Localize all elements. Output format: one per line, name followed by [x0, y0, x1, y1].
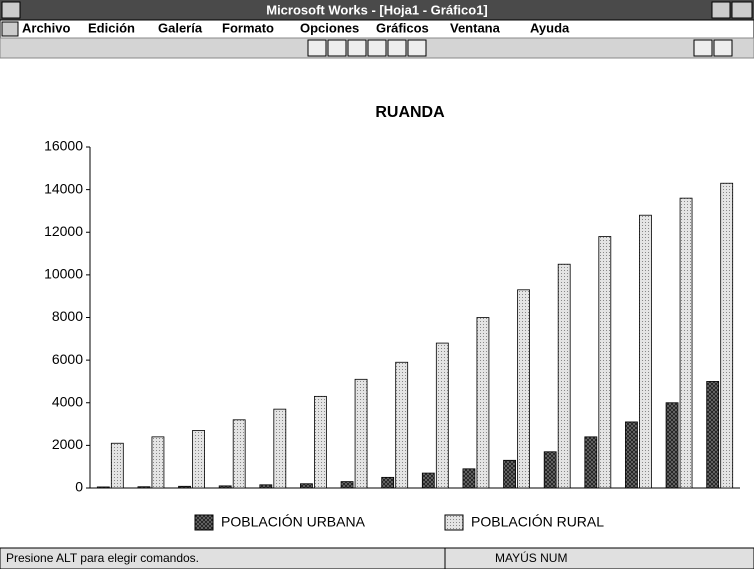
- menu-item[interactable]: Ayuda: [530, 20, 570, 35]
- toolbar-buttons: [307, 39, 733, 57]
- tool-button[interactable]: [693, 39, 713, 57]
- menu-item[interactable]: Edición: [88, 20, 135, 35]
- bar: [314, 395, 327, 489]
- menu-item[interactable]: Galería: [158, 20, 203, 35]
- bar: [137, 486, 151, 489]
- bar: [232, 419, 246, 489]
- bar: [110, 442, 124, 489]
- menu-item[interactable]: Ventana: [450, 20, 501, 35]
- tool-button[interactable]: [367, 39, 387, 57]
- chart-title: RUANDA: [375, 104, 445, 121]
- bar: [639, 214, 652, 489]
- y-tick-label: 2000: [52, 436, 83, 452]
- tool-button[interactable]: [387, 39, 407, 57]
- bar: [421, 472, 435, 489]
- bar: [462, 468, 476, 489]
- y-tick-label: 0: [75, 479, 83, 495]
- bar: [665, 402, 679, 489]
- bar: [543, 451, 557, 489]
- bar: [259, 484, 273, 489]
- bar: [720, 182, 734, 489]
- bar: [476, 317, 490, 489]
- tool-button[interactable]: [407, 39, 427, 57]
- window-title: Microsoft Works - [Hoja1 - Gráfico1]: [266, 2, 488, 17]
- legend-swatch: [194, 514, 214, 531]
- bar: [706, 381, 720, 489]
- system-menu[interactable]: [1, 1, 21, 19]
- status-message: Presione ALT para elegir comandos.: [6, 551, 199, 565]
- y-tick-label: 4000: [52, 393, 83, 409]
- title-bar: [0, 0, 754, 20]
- y-tick-label: 12000: [44, 223, 83, 239]
- bar: [557, 263, 571, 489]
- bar: [218, 485, 232, 489]
- menu-item[interactable]: Gráficos: [376, 20, 429, 35]
- bar: [273, 408, 287, 489]
- bar: [192, 430, 205, 489]
- status-keys: MAYÚS NUM: [495, 550, 567, 565]
- tool-button[interactable]: [713, 39, 733, 57]
- bar: [381, 476, 395, 489]
- bar: [178, 485, 191, 489]
- y-tick-label: 14000: [44, 180, 83, 196]
- legend-label: POBLACIÓN URBANA: [221, 514, 366, 530]
- doc-menu[interactable]: [1, 21, 19, 37]
- bar: [96, 486, 110, 489]
- bar: [151, 436, 165, 489]
- legend-swatch: [444, 514, 464, 531]
- status-bar: [0, 547, 754, 569]
- bar: [300, 483, 313, 489]
- minimize-button[interactable]: [711, 1, 731, 19]
- bar: [584, 436, 598, 489]
- bar: [625, 421, 638, 489]
- tool-button[interactable]: [347, 39, 367, 57]
- bar: [503, 459, 516, 489]
- bar: [517, 289, 530, 489]
- maximize-button[interactable]: [731, 1, 753, 19]
- y-tick-label: 10000: [44, 266, 83, 282]
- bar: [679, 197, 693, 489]
- tool-button[interactable]: [327, 39, 347, 57]
- bar: [435, 342, 449, 489]
- bar: [354, 378, 368, 489]
- tool-button[interactable]: [307, 39, 327, 57]
- legend-label: POBLACIÓN RURAL: [471, 514, 604, 530]
- menu-item[interactable]: Formato: [222, 20, 274, 35]
- y-tick-label: 8000: [52, 308, 83, 324]
- bar: [340, 481, 354, 489]
- menu-item[interactable]: Archivo: [22, 20, 70, 35]
- menu-item[interactable]: Opciones: [300, 20, 359, 35]
- y-tick-label: 6000: [52, 351, 83, 367]
- bar: [598, 236, 612, 489]
- bar: [395, 361, 409, 489]
- y-tick-label: 16000: [44, 138, 83, 154]
